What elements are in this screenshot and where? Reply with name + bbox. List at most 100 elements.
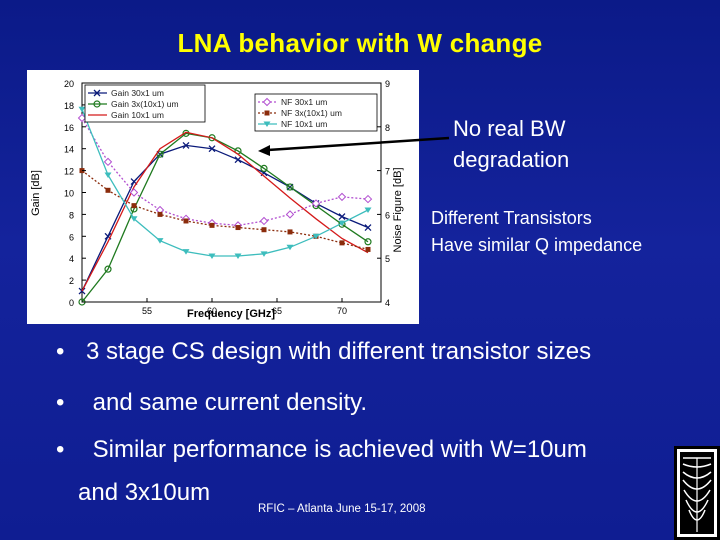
series-line [81,144,369,292]
bullet-text: and same current density. [86,389,368,416]
data-point [130,216,138,222]
y2-tick-label: 7 [385,167,390,177]
data-point [264,110,270,116]
series-line [81,117,369,227]
bullet-dot: • [56,436,65,463]
y2-axis-title: Noise Figure [dB] [392,168,404,253]
chart-svg: 0 2 4 6 8 10 12 14 16 18 20 4 5 6 7 8 9 55 60 65 70 Frequenc… [30,79,404,320]
data-point [182,141,190,149]
conference-logo [674,446,720,540]
bullet-dot: • [56,338,65,365]
data-point [104,265,112,273]
series-line [81,109,369,257]
data-point [364,224,372,231]
ticks-layer: 0 2 4 6 8 10 12 14 16 18 20 4 5 6 7 8 9 55 60 65 70 [64,79,390,316]
bullet-dot: • [56,389,65,416]
y-tick-label: 8 [69,210,74,220]
data-point [261,227,267,233]
data-point [208,145,216,153]
data-point [312,233,320,240]
callout-line-2: Have similar Q impedance [431,235,643,255]
data-point [286,244,294,251]
series-line [81,170,369,251]
data-point [183,218,189,224]
y2-tick-label: 9 [385,79,390,89]
legend-label: Gain 3x(10x1) um [111,99,179,109]
legend-label: Gain 30x1 um [111,88,164,98]
legend-label: Gain 10x1 um [111,110,164,120]
data-point [209,222,215,228]
series-2 [81,131,369,292]
data-point [93,89,101,97]
bullet-text: Similar performance is achieved with W=1… [86,436,587,463]
data-point [129,188,139,197]
data-point [259,216,269,226]
legend-label: NF 30x1 um [281,97,327,107]
data-point [157,211,163,217]
y2-tick-label: 8 [385,123,390,133]
data-point [78,106,86,113]
y-tick-label: 20 [64,79,74,89]
callout-line-2: degradation [453,147,570,172]
series-line [81,132,369,303]
y2-tick-label: 5 [385,254,390,264]
data-point [263,121,271,127]
callout-bandwidth: No real BW degradation [453,113,569,175]
bullet-item: • Similar performance is achieved with W… [56,436,587,464]
data-point [338,213,346,221]
data-point [131,203,137,209]
series-layer [77,106,373,306]
data-point [103,157,113,167]
slide-title: LNA behavior with W change [177,28,543,58]
y2-tick-label: 6 [385,210,390,220]
bullet-text: 3 stage CS design with different transis… [86,338,592,365]
data-point [262,97,272,107]
legend-label: NF 3x(10x1) um [281,108,342,118]
y-tick-label: 4 [69,254,74,264]
series-line [81,131,369,292]
series-5 [78,106,372,260]
y-tick-label: 18 [64,101,74,111]
y-tick-label: 14 [64,145,74,155]
data-point [364,207,372,214]
data-point [105,187,111,193]
data-point [260,164,268,173]
y-axis-title: Gain [dB] [30,170,42,216]
gain-nf-chart: 0 2 4 6 8 10 12 14 16 18 20 4 5 6 7 8 9 55 60 65 70 Frequenc… [27,70,419,324]
data-point [234,253,242,260]
data-point [287,229,293,235]
x-tick-label: 65 [272,306,282,316]
x-tick-label: 70 [337,306,347,316]
y-tick-label: 0 [69,298,74,308]
data-point [234,156,242,164]
data-point [339,240,345,246]
data-point [338,220,346,227]
data-point [311,199,321,208]
data-point [337,192,347,202]
callout-transistors: Different Transistors Have similar Q imp… [431,205,642,259]
callout-line-1: Different Transistors [431,208,592,228]
data-point [93,100,101,108]
footer-text: RFIC – Atlanta June 15-17, 2008 [258,503,426,515]
bullet-continuation: and 3x10um [78,479,211,506]
data-point [260,251,268,257]
x-tick-label: 60 [207,306,217,316]
y-tick-label: 12 [64,167,74,177]
y2-tick-label: 4 [385,298,390,308]
callout-line-1: No real BW [453,116,566,141]
data-point [208,253,216,260]
x-tick-label: 55 [142,306,152,316]
legend-label: NF 10x1 um [281,119,327,129]
data-point [285,210,295,219]
y-tick-label: 2 [69,276,74,286]
y-tick-label: 10 [64,189,74,199]
bullet-item: • 3 stage CS design with different transi… [56,338,591,366]
x-axis-title: Frequency [GHz] [187,308,275,320]
y-tick-label: 6 [69,232,74,242]
data-point [104,172,112,178]
data-point [363,194,373,204]
data-point [365,246,371,252]
data-point [182,249,190,255]
data-point [364,238,372,246]
